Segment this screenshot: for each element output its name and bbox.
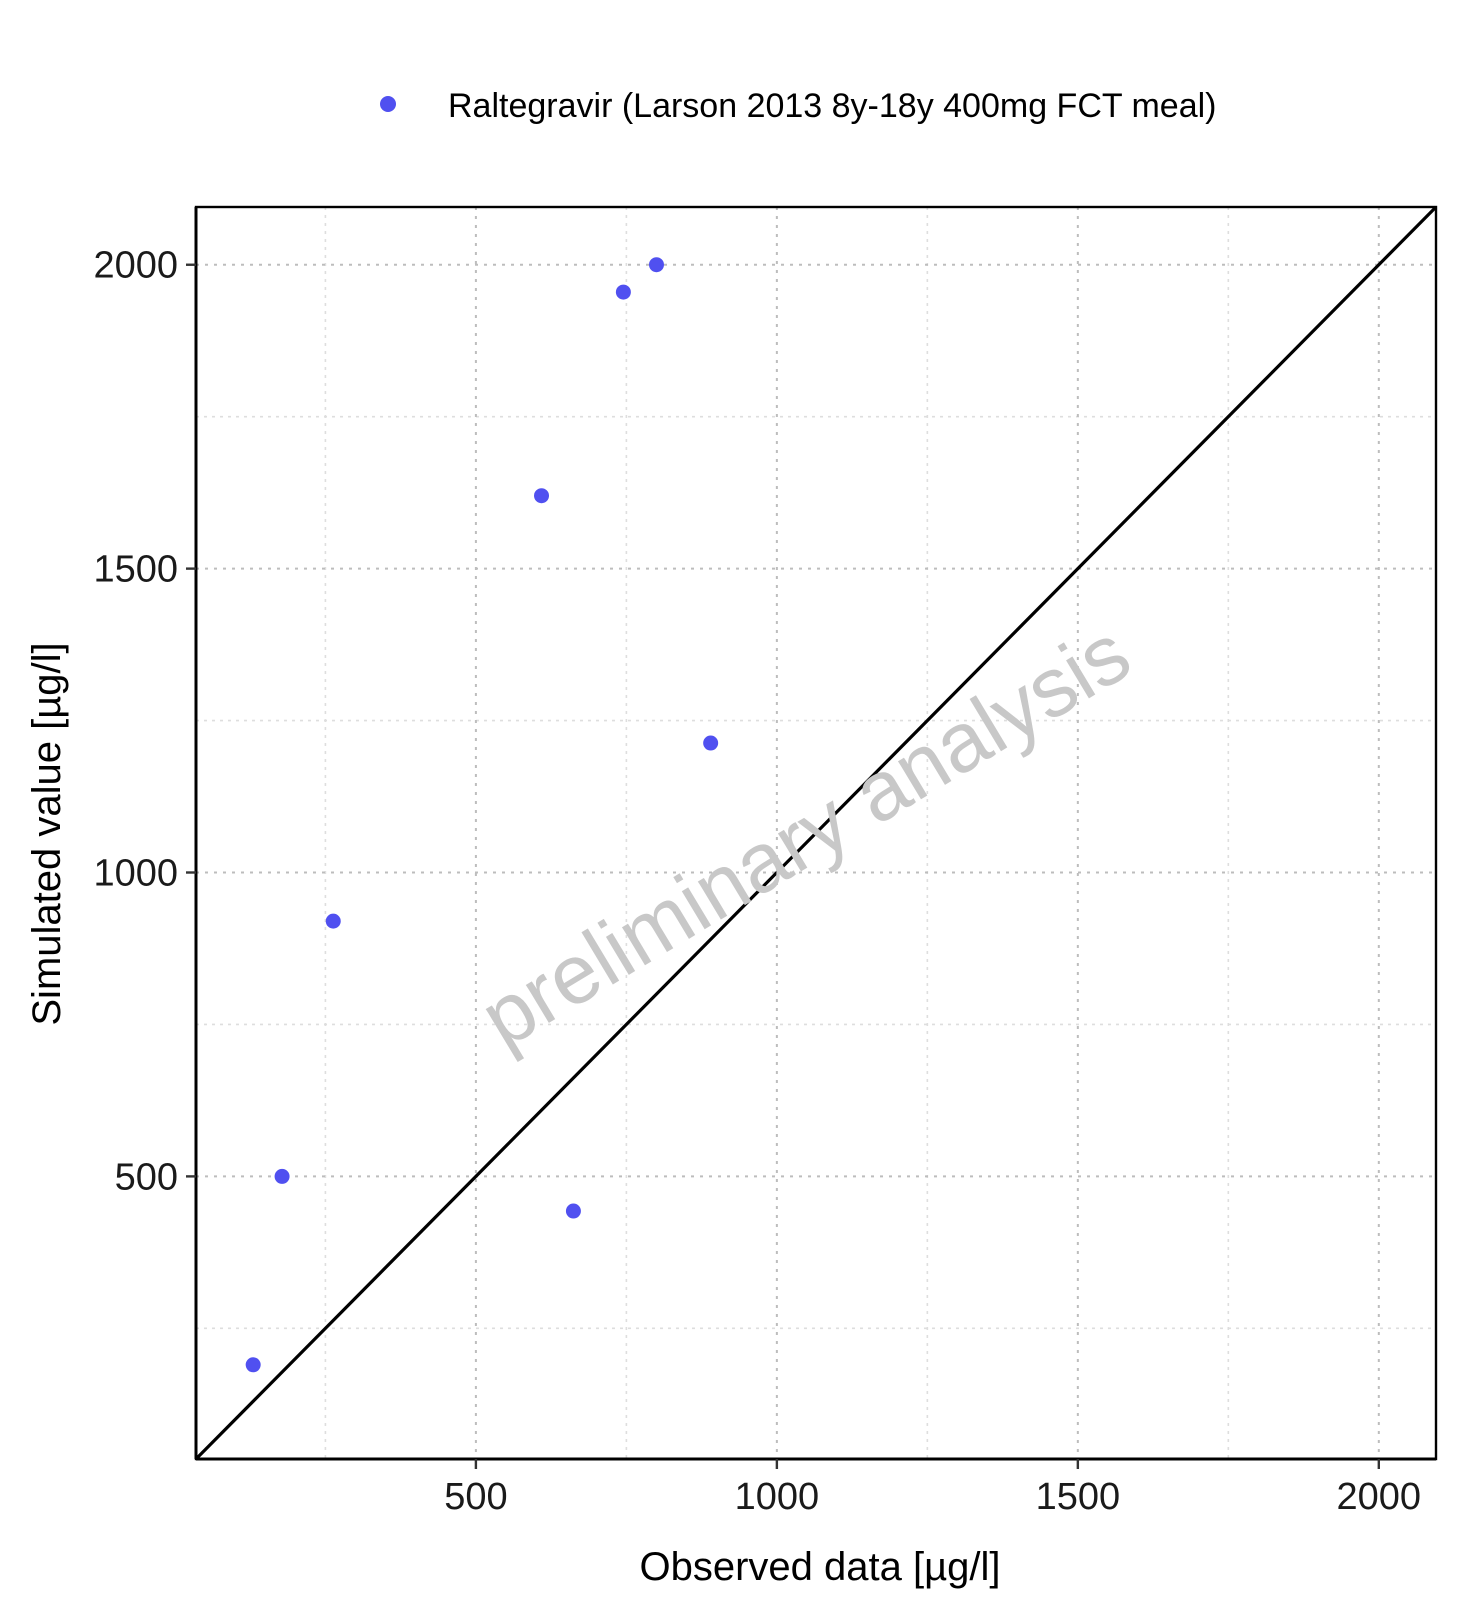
data-point [703,735,719,751]
data-point [325,913,341,929]
identity-line [194,205,1438,1461]
legend-marker [380,96,396,112]
x-tick-labels: 500 1000 1500 2000 [444,1476,1421,1518]
legend-label: Raltegravir (Larson 2013 8y-18y 400mg FC… [448,87,1217,125]
x-tick-label: 500 [444,1476,507,1518]
data-points [245,257,719,1373]
identity-line-group [194,205,1438,1461]
data-point [648,257,664,273]
data-point [534,488,550,504]
x-tick-label: 2000 [1337,1476,1422,1518]
x-tick-label: 1000 [735,1476,820,1518]
data-point [245,1357,261,1373]
y-tick-label: 500 [115,1156,178,1198]
legend: Raltegravir (Larson 2013 8y-18y 400mg FC… [380,87,1217,125]
data-point [615,284,631,300]
data-point [565,1203,581,1219]
data-point [274,1168,290,1184]
y-tick-label: 2000 [93,245,178,287]
y-tick-label: 1000 [93,853,178,895]
y-tick-label: 1500 [93,549,178,591]
x-tick-label: 1500 [1036,1476,1121,1518]
y-axis-title: Simulated value [µg/l] [25,642,69,1025]
axes [186,205,1438,1469]
x-axis-title: Observed data [µg/l] [639,1545,1000,1589]
y-tick-labels: 500 1000 1500 2000 [93,245,178,1199]
major-gridlines [196,207,1436,1459]
